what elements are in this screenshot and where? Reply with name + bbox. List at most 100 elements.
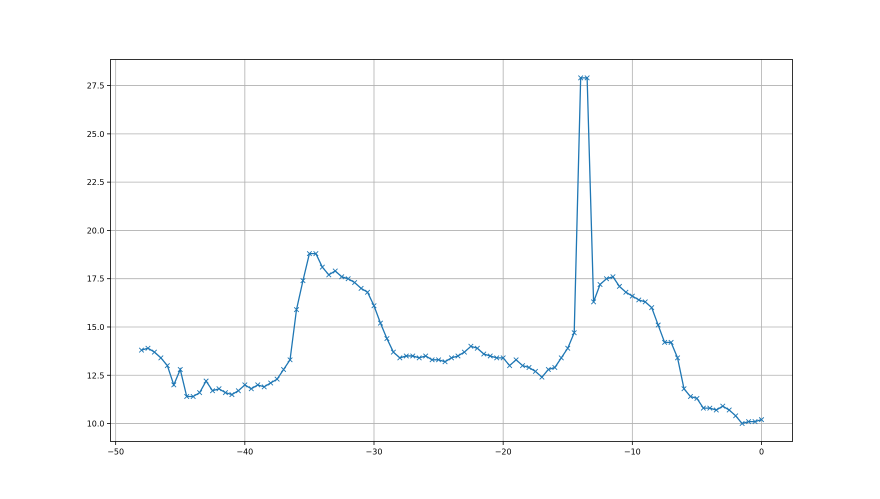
data-point-marker bbox=[745, 418, 752, 425]
data-point-marker bbox=[526, 364, 532, 371]
y-tick-label: 27.5 bbox=[87, 82, 105, 91]
data-point-marker bbox=[468, 343, 474, 349]
data-point-marker bbox=[145, 345, 151, 351]
data-point-marker bbox=[209, 388, 216, 394]
series-line bbox=[141, 77, 762, 425]
data-point-marker bbox=[190, 393, 196, 400]
data-point-marker bbox=[306, 250, 313, 257]
data-point-marker bbox=[720, 403, 726, 409]
data-point-marker bbox=[713, 407, 719, 413]
data-point-marker bbox=[668, 339, 674, 346]
data-point-marker bbox=[429, 357, 435, 363]
x-tick-label: −20 bbox=[495, 448, 512, 457]
data-point-marker bbox=[403, 353, 409, 359]
x-tick-label: −50 bbox=[107, 448, 124, 457]
data-point-marker bbox=[642, 299, 648, 305]
data-point-marker bbox=[151, 349, 158, 355]
data-point-marker bbox=[377, 320, 384, 326]
data-point-marker bbox=[655, 322, 661, 328]
data-point-marker bbox=[726, 407, 732, 413]
y-tick-label: 25.0 bbox=[87, 130, 105, 139]
data-point-marker bbox=[216, 386, 222, 392]
data-point-marker bbox=[694, 395, 700, 402]
data-point-marker bbox=[248, 386, 254, 392]
data-point-marker bbox=[364, 289, 371, 295]
data-point-marker bbox=[171, 382, 177, 388]
data-point-marker bbox=[313, 250, 319, 257]
data-point-marker bbox=[384, 335, 390, 342]
data-point-marker bbox=[138, 347, 145, 353]
x-tick-label: 0 bbox=[759, 448, 764, 457]
data-point-marker bbox=[507, 362, 513, 369]
data-point-marker bbox=[481, 351, 487, 357]
data-point-marker bbox=[487, 353, 493, 359]
data-point-marker bbox=[532, 368, 539, 375]
grid bbox=[110, 59, 793, 442]
data-point-marker bbox=[229, 391, 235, 398]
data-point-marker bbox=[319, 264, 325, 270]
x-tick-label: −30 bbox=[366, 448, 383, 457]
data-point-marker bbox=[184, 393, 190, 400]
data-point-marker bbox=[584, 75, 590, 81]
data-point-marker bbox=[597, 281, 603, 288]
data-point-marker bbox=[623, 289, 629, 295]
data-point-marker bbox=[410, 353, 416, 359]
data-point-marker bbox=[552, 364, 558, 371]
data-point-marker bbox=[739, 420, 745, 427]
data-point-marker bbox=[261, 384, 267, 390]
data-point-marker bbox=[416, 355, 422, 361]
data-point-marker bbox=[681, 386, 687, 392]
data-point-marker bbox=[390, 349, 396, 355]
data-point-marker bbox=[558, 355, 564, 361]
data-point-marker bbox=[358, 285, 364, 291]
data-point-marker bbox=[268, 380, 274, 386]
data-point-marker bbox=[519, 362, 526, 369]
data-point-marker bbox=[513, 357, 519, 363]
data-point-marker bbox=[610, 274, 616, 280]
data-point-marker bbox=[629, 293, 635, 299]
data-point-marker bbox=[500, 355, 506, 361]
x-tick-label: −40 bbox=[236, 448, 253, 457]
data-point-marker bbox=[707, 405, 713, 411]
data-point-marker bbox=[494, 355, 500, 361]
data-point-marker bbox=[752, 418, 758, 425]
data-point-marker bbox=[235, 388, 241, 394]
data-point-marker bbox=[590, 299, 597, 305]
x-axis: −50 −40 −30 −20 −10 0 bbox=[107, 441, 764, 457]
data-point-marker bbox=[242, 382, 248, 388]
data-point-marker bbox=[674, 355, 681, 361]
data-point-marker bbox=[158, 355, 164, 361]
data-point-marker bbox=[545, 366, 551, 373]
y-tick-label: 12.5 bbox=[87, 371, 105, 380]
series bbox=[138, 75, 765, 427]
plot-frame bbox=[110, 59, 793, 442]
data-point-marker bbox=[164, 362, 170, 369]
y-tick-label: 15.0 bbox=[87, 323, 105, 332]
data-point-marker bbox=[442, 359, 448, 365]
data-point-marker bbox=[758, 417, 765, 423]
data-point-marker bbox=[177, 366, 183, 373]
data-point-marker bbox=[474, 345, 480, 351]
data-point-marker bbox=[345, 276, 351, 282]
data-point-marker bbox=[687, 393, 694, 400]
data-point-marker bbox=[649, 305, 655, 311]
data-point-marker bbox=[423, 353, 429, 359]
data-point-marker bbox=[578, 75, 584, 81]
y-tick-label: 22.5 bbox=[87, 178, 105, 187]
y-tick-label: 20.0 bbox=[87, 226, 105, 235]
data-point-marker bbox=[616, 283, 623, 290]
y-tick-label: 17.5 bbox=[87, 275, 105, 284]
data-point-marker bbox=[326, 272, 332, 278]
data-point-marker bbox=[565, 345, 571, 351]
data-point-marker bbox=[197, 390, 203, 396]
data-point-marker bbox=[700, 405, 706, 411]
data-point-marker bbox=[287, 357, 293, 363]
data-point-marker bbox=[293, 306, 300, 313]
data-point-marker bbox=[448, 355, 455, 361]
data-point-marker bbox=[371, 303, 377, 309]
data-point-marker bbox=[332, 268, 338, 274]
data-point-marker bbox=[300, 278, 306, 284]
data-point-marker bbox=[255, 382, 261, 388]
data-point-marker bbox=[733, 413, 739, 419]
